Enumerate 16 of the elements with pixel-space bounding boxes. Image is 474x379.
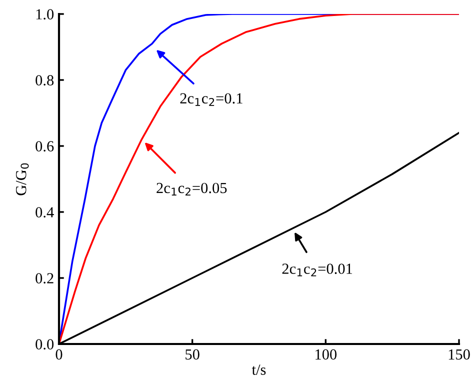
y-axis-title: G/G$_{0}$ [16, 163, 29, 196]
y-tick-label: 0.8 [36, 75, 54, 86]
x-axis-title: t/s [252, 364, 266, 375]
line-series [59, 14, 459, 344]
y-tick-label: 0.2 [36, 273, 54, 284]
y-tick-label: 0.6 [36, 141, 54, 152]
y-tick-label: 1.0 [36, 9, 54, 20]
y-tick-label: 0.4 [36, 207, 54, 218]
y-tick-label: 0.0 [36, 339, 54, 350]
annotation: 2c$_{1}$c$_{2}$=0.1 [180, 93, 242, 106]
annotation: 2c$_{1}$c$_{2}$=0.05 [156, 182, 227, 196]
x-tick-label: 50 [186, 349, 200, 360]
annotation: 2c$_{1}$c$_{2}$=0.01 [282, 264, 352, 276]
x-tick-label: 150 [448, 349, 470, 360]
x-tick-label: 100 [316, 349, 337, 360]
x-tick-label: 0 [56, 349, 62, 360]
